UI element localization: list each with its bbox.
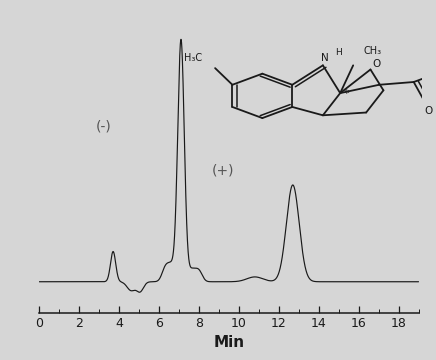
X-axis label: Min: Min: [213, 334, 245, 350]
Text: (+): (+): [211, 163, 234, 177]
Text: (-): (-): [95, 120, 111, 134]
